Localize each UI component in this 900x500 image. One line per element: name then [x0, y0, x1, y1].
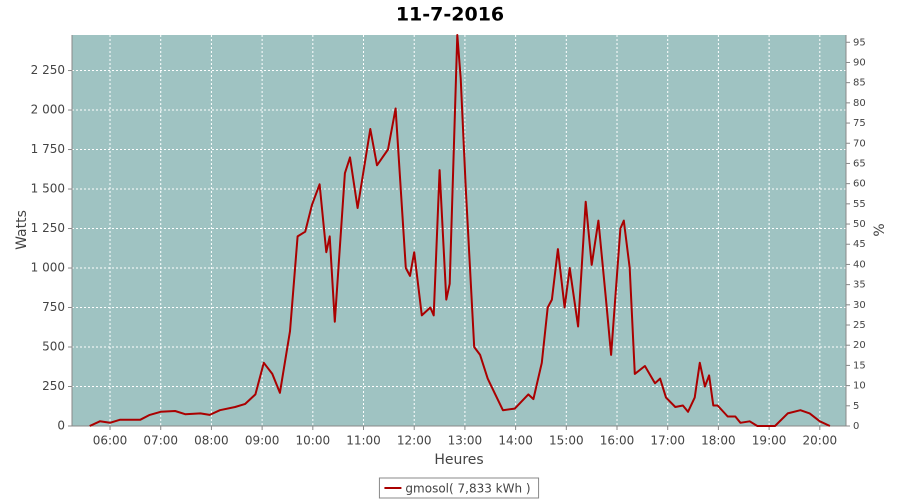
x-tick-label: 19:00 — [752, 434, 787, 448]
y-tick-label: 1 750 — [31, 142, 65, 156]
y2-tick-label: 80 — [853, 98, 866, 109]
plot-area — [72, 35, 846, 426]
y2-tick-label: 65 — [853, 158, 866, 169]
x-tick-label: 20:00 — [803, 434, 838, 448]
y-tick-label: 750 — [42, 300, 65, 314]
y2-tick-label: 0 — [853, 421, 859, 432]
legend-label: gmosol( 7,833 kWh ) — [405, 482, 530, 496]
y2-axis-title: % — [872, 223, 888, 236]
x-tick-label: 17:00 — [650, 434, 685, 448]
y2-tick-label: 95 — [853, 37, 866, 48]
y2-tick-label: 75 — [853, 118, 866, 129]
legend-box — [378, 477, 540, 499]
x-tick-label: 06:00 — [93, 434, 128, 448]
x-tick-label: 10:00 — [296, 434, 331, 448]
x-tick-label: 12:00 — [397, 434, 432, 448]
y-tick-label: 250 — [42, 379, 65, 393]
y2-tick-label: 25 — [853, 320, 866, 331]
y-tick-label: 500 — [42, 340, 65, 354]
y2-tick-label: 30 — [853, 300, 866, 311]
y2-tick-label: 40 — [853, 259, 866, 270]
y-tick-label: 1 000 — [31, 261, 65, 275]
y-tick-label: 1 500 — [31, 182, 65, 196]
y2-tick-label: 35 — [853, 280, 866, 291]
data-line — [89, 34, 831, 427]
x-tick-label: 15:00 — [549, 434, 584, 448]
y-tick-label: 0 — [57, 419, 65, 433]
y2-tick-label: 5 — [853, 401, 859, 412]
x-axis-title: Heures — [434, 452, 483, 468]
y2-tick-label: 10 — [853, 381, 866, 392]
y-tick-label: 2 000 — [31, 103, 65, 117]
y2-tick-label: 60 — [853, 179, 866, 190]
x-tick-label: 16:00 — [600, 434, 635, 448]
x-tick-label: 18:00 — [701, 434, 736, 448]
x-tick-label: 08:00 — [194, 434, 229, 448]
y2-tick-label: 70 — [853, 138, 866, 149]
x-tick-label: 09:00 — [245, 434, 280, 448]
x-tick-label: 13:00 — [448, 434, 483, 448]
y-tick-label: 2 250 — [31, 63, 65, 77]
y2-tick-label: 85 — [853, 78, 866, 89]
y2-tick-label: 50 — [853, 219, 866, 230]
y2-tick-label: 15 — [853, 360, 866, 371]
legend: gmosol( 7,833 kWh ) — [378, 477, 540, 499]
x-tick-label: 07:00 — [143, 434, 178, 448]
y2-tick-label: 55 — [853, 199, 866, 210]
y2-tick-label: 90 — [853, 57, 866, 68]
y-axis-title: Watts — [14, 210, 30, 250]
chart-title: 11-7-2016 — [396, 4, 504, 26]
x-tick-label: 11:00 — [346, 434, 381, 448]
y2-tick-label: 45 — [853, 239, 866, 250]
x-tick-label: 14:00 — [498, 434, 533, 448]
y-tick-label: 1 250 — [31, 221, 65, 235]
y2-tick-label: 20 — [853, 340, 866, 351]
